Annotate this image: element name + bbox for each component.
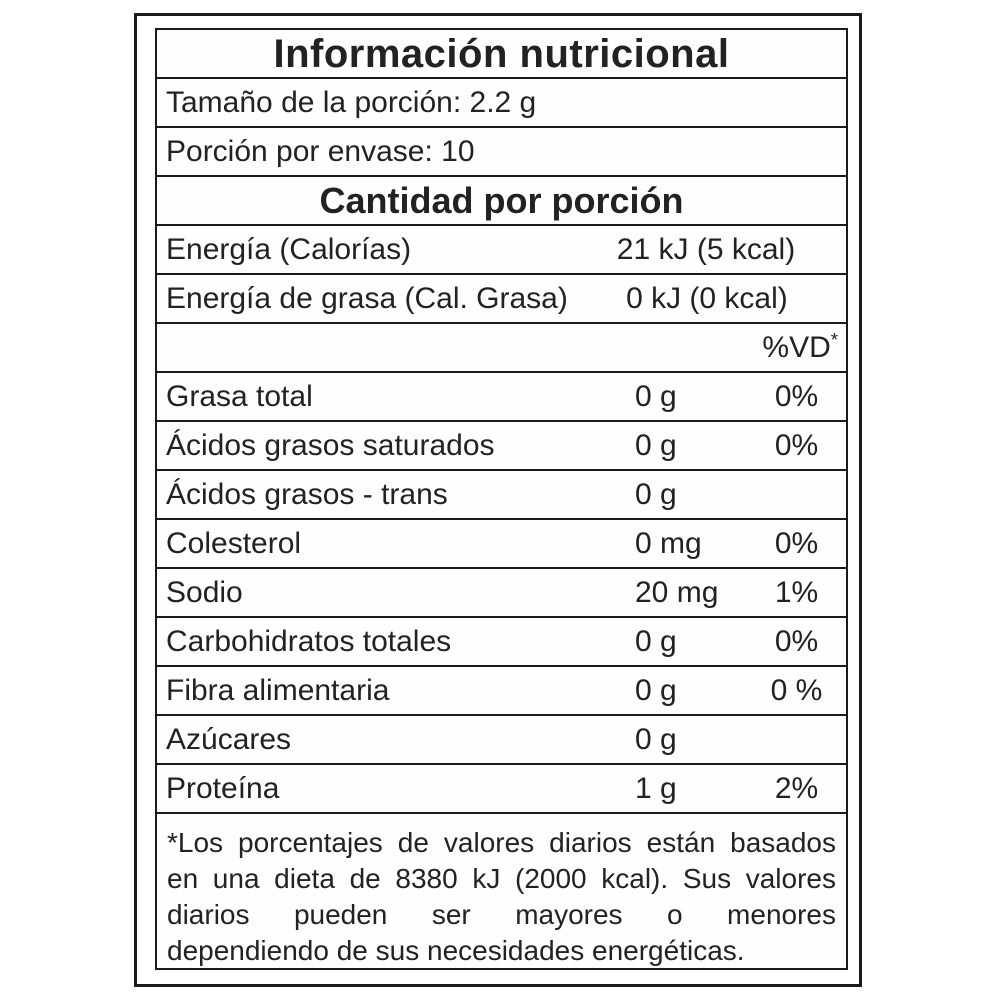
nutrient-daily-value: 0% (774, 526, 819, 560)
nutrient-row-dietary-fiber: Fibra alimentaria 0 g 0 % (157, 667, 846, 716)
energy-name: Energía (Calorías) (166, 232, 412, 266)
nutrition-facts-table: Información nutricional Tamaño de la por… (155, 28, 848, 970)
footnote-line: dependiendo de sus necesidades energétic… (167, 935, 745, 966)
footnote-line: *Los porcentajes de valores diarios está… (167, 827, 836, 858)
amount-per-serving-header: Cantidad por porción (319, 179, 684, 221)
energy-from-fat-name: Energía de grasa (Cal. Grasa) (166, 281, 568, 315)
nutrient-amount: 1 g (635, 771, 677, 805)
footnote-asterisk: * (830, 328, 838, 350)
energy-value: 21 kJ (5 kcal) (616, 232, 796, 266)
daily-value-footnote: *Los porcentajes de valores diarios está… (157, 814, 846, 969)
nutrient-amount: 0 mg (635, 526, 702, 560)
nutrient-row-saturated-fat: Ácidos grasos saturados 0 g 0% (157, 422, 846, 471)
nutrient-row-sodium: Sodio 20 mg 1% (157, 569, 846, 618)
nutrient-row-protein: Proteína 1 g 2% (157, 765, 846, 814)
serving-size-row: Tamaño de la porción: 2.2 g (157, 79, 846, 128)
nutrient-row-cholesterol: Colesterol 0 mg 0% (157, 520, 846, 569)
nutrient-daily-value: 0% (774, 428, 819, 462)
nutrient-daily-value: 0 % (770, 673, 823, 707)
label-title-row: Información nutricional (157, 30, 846, 79)
footnote-line: en una dieta de 8380 kJ (2000 kcal). Sus… (167, 863, 836, 894)
nutrient-name: Ácidos grasos saturados (166, 428, 495, 462)
footnote-line: diarios pueden ser mayores o menores (167, 899, 836, 930)
nutrient-daily-value: 2% (774, 771, 819, 805)
label-title: Información nutricional (273, 31, 730, 76)
servings-per-container-text: Porción por envase: 10 (166, 134, 475, 168)
nutrient-daily-value: 1% (774, 575, 819, 609)
energy-row: Energía (Calorías) 21 kJ (5 kcal) (157, 226, 846, 275)
nutrient-row-trans-fat: Ácidos grasos - trans 0 g (157, 471, 846, 520)
amount-per-serving-header-row: Cantidad por porción (157, 177, 846, 226)
nutrient-name: Azúcares (166, 722, 292, 756)
nutrient-row-total-fat: Grasa total 0 g 0% (157, 373, 846, 422)
nutrient-amount: 0 g (635, 379, 677, 413)
serving-size-text: Tamaño de la porción: 2.2 g (166, 85, 537, 119)
nutrient-name: Grasa total (166, 379, 313, 413)
nutrient-name: Proteína (166, 771, 280, 805)
nutrient-amount: 0 g (635, 722, 677, 756)
nutrient-name: Sodio (166, 575, 243, 609)
label-outer-border: Información nutricional Tamaño de la por… (134, 13, 862, 987)
nutrient-name: Colesterol (166, 526, 302, 560)
nutrient-daily-value: 0% (774, 379, 819, 413)
energy-from-fat-row: Energía de grasa (Cal. Grasa) 0 kJ (0 kc… (157, 275, 846, 324)
nutrient-daily-value: 0% (774, 624, 819, 658)
nutrient-row-sugars: Azúcares 0 g (157, 716, 846, 765)
daily-value-header: %VD* (762, 328, 838, 364)
energy-from-fat-value: 0 kJ (0 kcal) (626, 281, 788, 315)
nutrient-name: Carbohidratos totales (166, 624, 452, 658)
nutrient-amount: 20 mg (635, 575, 719, 609)
nutrient-row-total-carbohydrate: Carbohidratos totales 0 g 0% (157, 618, 846, 667)
nutrient-amount: 0 g (635, 624, 677, 658)
nutrient-amount: 0 g (635, 428, 677, 462)
nutrient-name: Ácidos grasos - trans (166, 477, 448, 511)
servings-per-container-row: Porción por envase: 10 (157, 128, 846, 177)
nutrient-name: Fibra alimentaria (166, 673, 390, 707)
nutrient-amount: 0 g (635, 673, 677, 707)
daily-value-header-row: %VD* (157, 324, 846, 373)
nutrient-amount: 0 g (635, 477, 677, 511)
